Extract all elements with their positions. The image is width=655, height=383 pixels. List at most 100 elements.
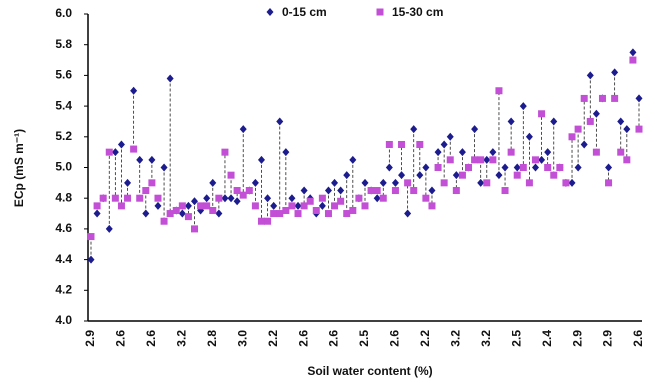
point [398, 171, 406, 180]
x-tick-label: 2.6 [114, 330, 128, 347]
point [586, 117, 594, 125]
point [544, 164, 552, 171]
point [130, 145, 138, 153]
point [574, 125, 582, 133]
point [111, 148, 119, 157]
point [458, 148, 466, 157]
point [251, 178, 259, 187]
point [148, 155, 156, 164]
point [191, 225, 199, 233]
point [227, 171, 235, 179]
point [617, 117, 625, 126]
point [136, 194, 144, 202]
y-tick-label: 5.6 [55, 68, 72, 82]
point [550, 171, 558, 179]
y-tick-label: 4.0 [55, 313, 72, 327]
point [215, 194, 223, 202]
point [544, 148, 552, 157]
point [276, 210, 284, 218]
legend-marker [266, 8, 274, 16]
x-tick-label: 3.2 [479, 330, 493, 347]
y-tick-label: 5.0 [55, 160, 72, 174]
point [105, 148, 113, 156]
point [270, 201, 278, 210]
point [209, 178, 217, 187]
y-tick-label: 5.8 [55, 37, 72, 51]
point [398, 140, 406, 148]
point [501, 187, 509, 195]
point [361, 202, 369, 210]
point [568, 178, 576, 187]
x-tick-label: 3.2 [175, 330, 189, 347]
point [385, 140, 393, 148]
point [239, 191, 247, 199]
x-tick-label: 2.6 [388, 330, 402, 347]
point [580, 94, 588, 102]
point [166, 210, 174, 218]
point [446, 156, 454, 164]
point [623, 156, 631, 164]
point [209, 206, 217, 214]
point [349, 155, 357, 164]
x-tick-label: 3.0 [235, 330, 249, 347]
y-tick-label: 4.2 [55, 282, 72, 296]
x-tick-label: 2.6 [144, 330, 158, 347]
point [410, 125, 418, 134]
point [117, 140, 125, 149]
point [318, 194, 326, 202]
point [355, 194, 363, 202]
point [105, 224, 113, 233]
point [331, 202, 339, 210]
point [531, 156, 539, 164]
point [440, 179, 448, 187]
point [276, 117, 284, 126]
y-tick-label: 6.0 [55, 6, 72, 20]
point [452, 187, 460, 195]
point [93, 209, 101, 218]
point [471, 125, 479, 134]
point [525, 179, 533, 187]
y-tick-label: 5.4 [55, 98, 72, 112]
point [203, 202, 211, 210]
point [294, 201, 302, 210]
point [331, 178, 339, 187]
x-tick-label: 2.5 [357, 330, 371, 347]
point [300, 186, 308, 195]
point [489, 148, 497, 157]
point [605, 179, 613, 187]
point [531, 163, 539, 172]
point [501, 163, 509, 172]
point [519, 102, 527, 111]
point [525, 132, 533, 141]
point [337, 197, 345, 205]
point [416, 140, 424, 148]
point [617, 148, 625, 156]
point [635, 125, 643, 133]
x-tick-label: 2.9 [601, 330, 615, 347]
point [233, 187, 241, 195]
point [477, 156, 485, 164]
point [574, 163, 582, 172]
point [87, 233, 95, 241]
x-tick-label: 2.8 [205, 330, 219, 347]
point [184, 213, 192, 221]
point [611, 68, 619, 77]
point [197, 202, 205, 210]
point [251, 202, 259, 210]
point [592, 148, 600, 156]
point [160, 217, 168, 225]
point [306, 197, 314, 205]
y-tick-label: 4.6 [55, 221, 72, 235]
point [294, 210, 302, 218]
point [379, 178, 387, 187]
x-axis-label: Soil water content (%) [307, 364, 432, 378]
point [586, 71, 594, 80]
point [270, 210, 278, 218]
point [483, 179, 491, 187]
y-tick-label: 4.4 [55, 252, 72, 266]
point [379, 194, 387, 202]
point [227, 194, 235, 203]
x-tick-label: 2.5 [509, 330, 523, 347]
point [288, 194, 296, 203]
